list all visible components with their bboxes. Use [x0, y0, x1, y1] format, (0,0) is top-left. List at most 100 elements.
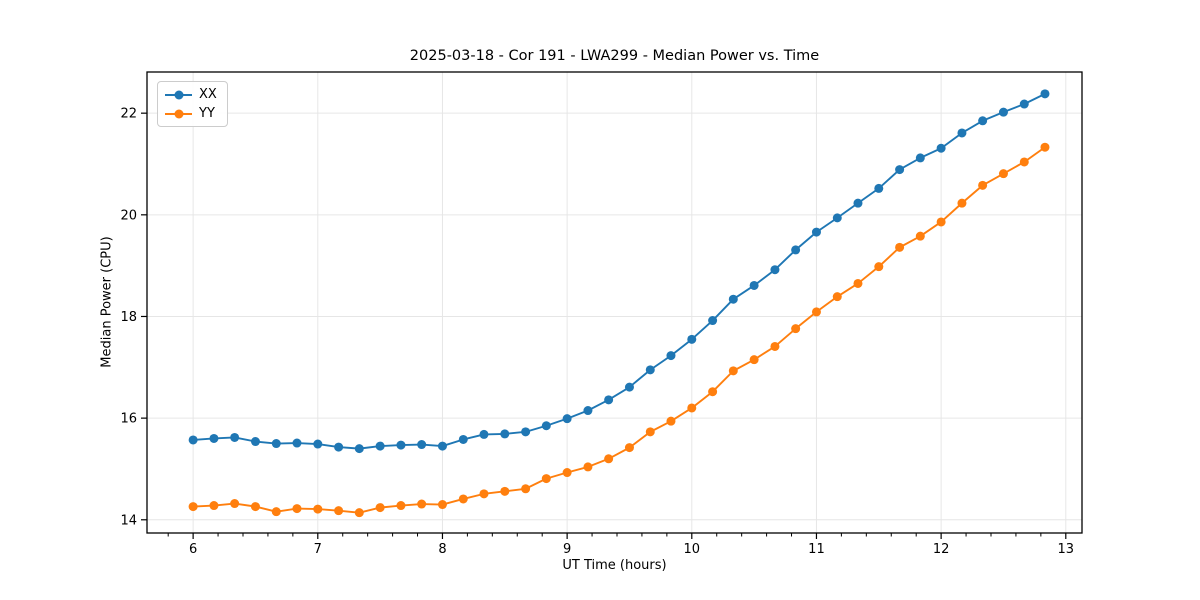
data-point	[250, 437, 260, 447]
data-point	[915, 153, 925, 163]
data-point	[396, 440, 406, 450]
legend-item-xx: XX	[165, 87, 217, 102]
data-point	[188, 502, 198, 512]
data-point	[624, 382, 634, 392]
data-point	[479, 429, 489, 439]
data-point	[666, 351, 676, 361]
data-point	[562, 414, 572, 424]
x-axis-label: UT Time (hours)	[562, 558, 667, 573]
data-point	[541, 421, 551, 431]
data-point	[874, 262, 884, 272]
data-point	[708, 387, 718, 397]
data-point	[1040, 89, 1050, 99]
legend: XX YY	[157, 81, 228, 127]
data-point	[313, 504, 323, 514]
data-point	[978, 180, 988, 190]
data-point	[271, 439, 281, 449]
data-point	[458, 434, 468, 444]
data-point	[811, 227, 821, 237]
x-tick-label: 9	[563, 542, 571, 557]
data-point	[1019, 157, 1029, 167]
series-yy	[188, 142, 1050, 518]
data-point	[645, 365, 655, 375]
data-point	[437, 441, 447, 451]
y-tick-label: 20	[120, 208, 137, 223]
series-xx	[188, 89, 1050, 454]
data-point	[936, 143, 946, 153]
data-point	[500, 486, 510, 496]
x-tick-label: 11	[808, 542, 825, 557]
data-point	[521, 484, 531, 494]
line-marker-icon	[165, 90, 192, 100]
data-point	[853, 278, 863, 288]
data-point	[583, 406, 593, 416]
data-point	[645, 427, 655, 437]
data-point	[313, 439, 323, 449]
x-tick-label: 12	[933, 542, 950, 557]
data-point	[500, 429, 510, 439]
data-point	[811, 307, 821, 317]
chart-title: 2025-03-18 - Cor 191 - LWA299 - Median P…	[409, 48, 820, 64]
grid	[147, 72, 1082, 533]
data-point	[687, 403, 697, 413]
data-point	[915, 231, 925, 241]
plot-border	[146, 71, 1083, 534]
data-point	[998, 107, 1008, 117]
x-tick-label: 8	[438, 542, 446, 557]
data-point	[396, 501, 406, 511]
data-point	[708, 316, 718, 326]
data-point	[936, 217, 946, 227]
data-point	[832, 292, 842, 302]
data-point	[791, 324, 801, 334]
data-point	[230, 432, 240, 442]
line-marker-icon	[165, 109, 192, 119]
data-point	[292, 504, 302, 514]
data-point	[624, 443, 634, 453]
data-point	[728, 366, 738, 376]
data-point	[853, 198, 863, 208]
data-point	[479, 489, 489, 499]
data-point	[978, 116, 988, 126]
data-point	[666, 416, 676, 426]
y-tick-label: 18	[120, 310, 137, 325]
data-point	[437, 500, 447, 510]
x-tick-label: 10	[684, 542, 701, 557]
data-point	[521, 427, 531, 437]
data-point	[292, 438, 302, 448]
data-point	[998, 169, 1008, 179]
y-tick-label: 22	[120, 107, 137, 122]
data-point	[687, 334, 697, 344]
data-point	[375, 441, 385, 451]
x-axis-ticks: 6 7 8 9 10 11 12 13	[189, 533, 1074, 557]
data-point	[354, 444, 364, 454]
data-point	[375, 503, 385, 513]
data-point	[209, 501, 219, 511]
x-tick-label: 6	[189, 542, 197, 557]
data-point	[334, 442, 344, 452]
legend-label: YY	[199, 106, 215, 121]
data-point	[749, 280, 759, 290]
data-point	[770, 341, 780, 351]
data-point	[1040, 142, 1050, 152]
x-axis-minor-ticks	[167, 533, 1042, 537]
data-point	[583, 462, 593, 472]
data-point	[541, 474, 551, 484]
data-point	[250, 502, 260, 512]
y-axis-ticks: 14 16 18 20 22	[120, 107, 147, 528]
data-point	[417, 499, 427, 509]
data-point	[188, 435, 198, 445]
y-tick-label: 16	[120, 412, 137, 427]
data-point	[271, 507, 281, 517]
data-point	[458, 494, 468, 504]
legend-item-yy: YY	[165, 106, 217, 121]
data-point	[728, 294, 738, 304]
data-point	[417, 440, 427, 450]
data-point	[895, 242, 905, 252]
data-point	[749, 355, 759, 365]
data-point	[957, 198, 967, 208]
data-point	[604, 395, 614, 405]
y-tick-label: 14	[120, 513, 137, 528]
data-point	[354, 508, 364, 518]
data-point	[895, 165, 905, 175]
